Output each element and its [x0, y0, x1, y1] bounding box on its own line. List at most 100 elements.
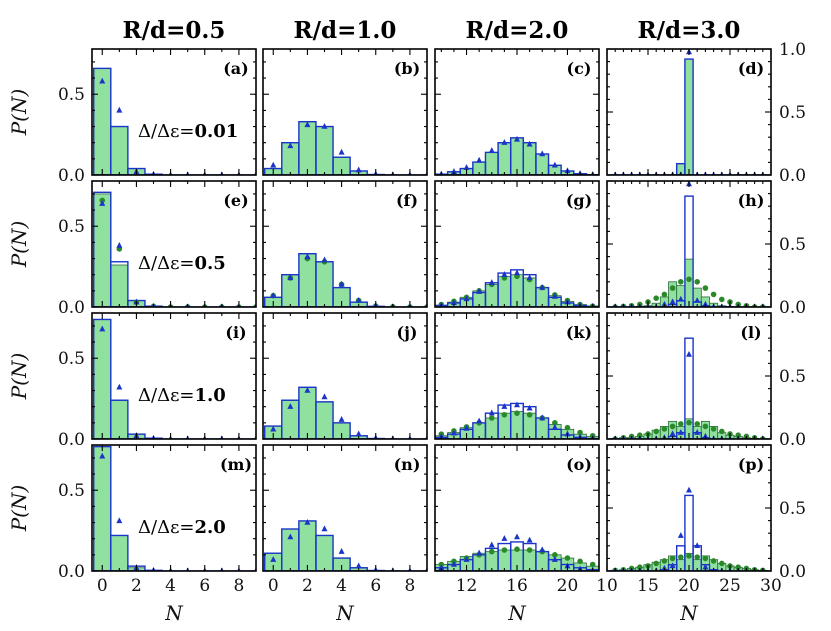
- y-axis-label: P(N): [7, 221, 31, 269]
- blue-point: [539, 546, 546, 553]
- blue-point: [488, 409, 495, 416]
- green-point: [577, 429, 583, 436]
- panel-label: (n): [394, 455, 421, 474]
- blue-point: [694, 542, 701, 548]
- green-point: [702, 555, 709, 562]
- blue-point: [669, 298, 676, 305]
- blue-point: [514, 135, 520, 142]
- green-point: [719, 296, 725, 303]
- row-label: Δ/Δε=2.0: [138, 517, 226, 538]
- green-point: [710, 426, 717, 432]
- green-bar: [93, 67, 112, 175]
- y-tick-label: 0.5: [58, 217, 85, 237]
- x-tick-label: 2: [131, 576, 142, 596]
- green-bar: [298, 386, 317, 439]
- panel-label: (a): [223, 59, 249, 78]
- blue-bar: [332, 286, 351, 307]
- x-tick-label: 30: [760, 576, 782, 596]
- panel-label: (d): [738, 59, 764, 78]
- green-point: [661, 426, 668, 432]
- blue-point: [488, 147, 495, 153]
- green-bar: [110, 126, 129, 175]
- blue-point: [501, 403, 508, 409]
- y-tick-label-right: 0.5: [779, 499, 806, 519]
- panel-label: (h): [738, 191, 765, 210]
- y-tick-label-right: 0.0: [779, 562, 806, 582]
- panel-label: (i): [225, 323, 246, 342]
- blue-point: [321, 122, 328, 129]
- blue-point: [539, 150, 546, 157]
- blue-bar: [110, 399, 129, 439]
- y-tick-label-right: 0.0: [779, 166, 806, 186]
- blue-point: [270, 556, 277, 562]
- green-point: [661, 291, 668, 298]
- blue-point: [463, 295, 470, 302]
- blue-point: [338, 148, 345, 155]
- green-point: [564, 424, 571, 431]
- green-point: [702, 285, 709, 291]
- blue-point: [702, 300, 709, 307]
- panel-label: (g): [566, 191, 592, 210]
- x-tick-label: 6: [199, 576, 210, 596]
- green-point: [710, 291, 717, 298]
- blue-point: [551, 161, 558, 168]
- green-bar: [315, 535, 334, 571]
- green-point: [678, 421, 684, 427]
- blue-point: [539, 284, 546, 290]
- blue-point: [539, 414, 546, 421]
- panel-plot-area: [435, 269, 599, 307]
- green-bar: [315, 401, 334, 439]
- green-bar: [522, 142, 537, 175]
- x-axis-label: N: [507, 601, 527, 625]
- green-bar: [485, 151, 499, 175]
- blue-point: [677, 532, 684, 538]
- blue-point: [686, 486, 692, 493]
- row-label: Δ/Δε=1.0: [138, 385, 226, 406]
- blue-point: [304, 386, 311, 393]
- green-bar: [497, 549, 512, 571]
- green-point: [589, 561, 596, 568]
- green-bar: [684, 258, 694, 307]
- row-label: Δ/Δε=0.5: [138, 253, 226, 274]
- blue-point: [287, 533, 294, 540]
- panel-frame: [91, 444, 257, 572]
- blue-bar: [93, 318, 112, 439]
- blue-point: [476, 156, 483, 163]
- panel-plot-area: [263, 252, 427, 307]
- green-point: [514, 546, 520, 552]
- blue-point: [355, 166, 362, 173]
- blue-point: [321, 525, 328, 532]
- panel-label: (b): [394, 59, 420, 78]
- blue-point: [551, 424, 558, 430]
- x-tick-label: 4: [165, 576, 176, 596]
- blue-bar: [110, 534, 129, 571]
- y-tick-label: 0.0: [58, 166, 85, 186]
- green-point: [653, 428, 659, 435]
- green-point: [488, 548, 495, 555]
- column-title: R/d=0.5: [123, 17, 226, 44]
- blue-point: [694, 297, 701, 303]
- y-tick-label: 0.5: [58, 481, 85, 501]
- blue-point: [438, 432, 445, 439]
- blue-point: [488, 541, 495, 548]
- y-axis-label: P(N): [7, 485, 31, 533]
- x-tick-label: 25: [719, 576, 741, 596]
- green-bar: [110, 264, 129, 307]
- blue-point: [501, 535, 508, 541]
- panel-n: 0 2 4 6 8 N (n): [262, 444, 428, 625]
- panel-plot-area: [607, 49, 771, 175]
- green-point: [735, 564, 741, 571]
- panel-label: (j): [397, 323, 418, 342]
- y-axis-label: P(N): [7, 353, 31, 401]
- panel-p: 10 15 20 25 30 N 0.0 0.5 (p): [596, 444, 806, 625]
- green-bar: [315, 261, 334, 307]
- green-bar: [110, 535, 129, 571]
- green-point: [710, 558, 717, 564]
- panel-j: (j): [262, 312, 428, 440]
- y-tick-label-right: 1.0: [779, 40, 806, 60]
- panel-f: (f): [262, 180, 428, 308]
- blue-point: [501, 139, 508, 145]
- y-tick-label-right: 0.5: [779, 103, 806, 123]
- blue-point: [526, 274, 533, 281]
- panel-frame: [91, 48, 257, 176]
